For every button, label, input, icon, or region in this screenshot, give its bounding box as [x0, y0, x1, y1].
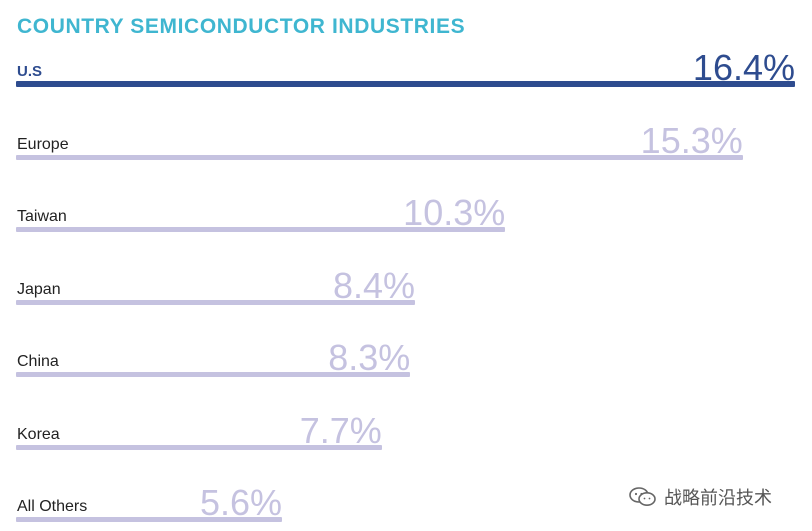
watermark-text: 战略前沿技术: [664, 488, 772, 509]
bar: [16, 227, 506, 232]
bar: [16, 517, 282, 522]
chart-title: COUNTRY SEMICONDUCTOR INDUSTRIES: [17, 15, 466, 38]
value-label: 8.4%: [332, 264, 415, 306]
value-label: 10.3%: [403, 192, 506, 233]
category-label: Japan: [17, 280, 61, 298]
value-label: 16.4%: [692, 47, 795, 88]
watermark: 战略前沿技术: [628, 484, 772, 510]
category-label: U.S: [17, 63, 43, 80]
category-label: Korea: [17, 425, 60, 443]
bar: [16, 299, 415, 305]
category-label: China: [17, 353, 59, 370]
value-label: 5.6%: [199, 482, 282, 523]
category-label: Europe: [17, 135, 69, 153]
bar: [16, 154, 743, 160]
category-label: Taiwan: [17, 208, 67, 225]
value-label: 15.3%: [640, 119, 743, 161]
wechat-icon: [628, 486, 658, 508]
bar: [16, 372, 411, 377]
category-label: All Others: [17, 498, 88, 515]
bar: [16, 444, 382, 450]
value-label: 7.7%: [299, 409, 382, 451]
bar: [16, 81, 795, 87]
value-label: 8.3%: [328, 337, 411, 378]
